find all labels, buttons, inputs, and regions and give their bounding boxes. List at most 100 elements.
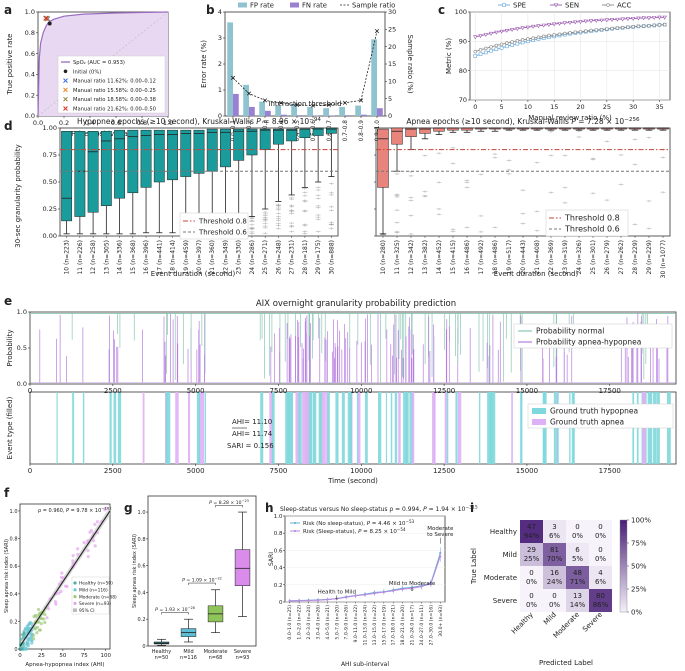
y-axis-label: Metric (%) xyxy=(445,38,453,74)
tick-label: 15 (n=368) xyxy=(130,240,137,275)
chart-title: Hypopnea epochs (≥10 second), Kruskal-Wa… xyxy=(77,117,321,126)
bracket-line xyxy=(215,505,243,508)
cell-count: 6 xyxy=(575,546,580,554)
colorbar-step xyxy=(620,568,627,571)
tick-label: 35 xyxy=(655,103,663,111)
tick-label: 0.7–0.8 xyxy=(343,120,349,142)
iqr-box xyxy=(61,130,73,222)
cell-count: 29 xyxy=(527,546,536,554)
ahi-hat-label: AHI xyxy=(232,430,244,438)
marker xyxy=(583,19,589,24)
count-label: n=50 xyxy=(155,655,169,661)
roc-point-manual-4 xyxy=(43,15,49,21)
iqr-box xyxy=(193,129,205,174)
tick-label: 19 (n=459) xyxy=(183,240,190,275)
cell-count: 3 xyxy=(552,523,556,531)
legend-label: SpO₂ (AUC = 0.953) xyxy=(73,60,125,66)
cell-2-0: 00% xyxy=(520,566,543,589)
colorbar-step xyxy=(620,586,627,590)
scatter-point xyxy=(29,635,33,640)
tick-label: 23 (n=319) xyxy=(562,240,569,275)
iqr-box xyxy=(273,128,284,145)
box-15: 25 (n=301) xyxy=(587,127,599,275)
scatter-point xyxy=(91,539,96,543)
iqr-box xyxy=(259,128,271,150)
tick-label-top: 10000 xyxy=(350,387,372,395)
iqr-box xyxy=(312,127,324,136)
legend: Healthy (n=50)Mild (n=116)Moderate (n=68… xyxy=(71,576,117,615)
confusion-matrix: 4794%36%00%00%2925%8170%65%00%00%1624%48… xyxy=(520,520,612,612)
marker xyxy=(439,555,442,558)
tick-label: 100 xyxy=(100,653,111,659)
tick-label: 90 xyxy=(459,38,467,46)
scatter-point xyxy=(61,576,65,580)
tick-label: 25 (n=301) xyxy=(590,240,597,275)
tick-label: 12 (n=342) xyxy=(408,240,415,275)
tick-label: 18 (n=486) xyxy=(492,240,499,275)
bracket-1: P = 1.09 × 10−22 xyxy=(182,577,222,586)
hypopnea-event xyxy=(298,392,302,464)
legend-label: Initial (0%) xyxy=(73,69,101,75)
marker xyxy=(473,49,477,54)
fn-bar xyxy=(345,115,351,116)
iqr-box xyxy=(87,130,99,213)
tick-label: 1.0 xyxy=(25,8,35,16)
box-20: 30 (n=888) xyxy=(325,127,337,275)
tick-label: 70 xyxy=(459,96,467,104)
y-axis-label: Sleep apnea risk index (SARI) xyxy=(132,534,138,608)
tick-label-bottom: 0 xyxy=(28,467,32,475)
annotation-label: to Severe xyxy=(427,532,454,538)
box-19: 29 (n=229) xyxy=(643,127,655,275)
tick-label: 22 (n=369) xyxy=(548,240,555,275)
tick-label: 13 (n=305) xyxy=(103,240,110,275)
scatter-point xyxy=(89,529,94,533)
box-20: 30 (n=1077) xyxy=(657,127,669,278)
tick-label: 5.0–7.0 (n=20) xyxy=(334,605,340,640)
marker xyxy=(504,28,510,33)
legend-marker xyxy=(553,3,559,8)
apnea-event xyxy=(305,392,309,464)
cell-count: 0 xyxy=(529,592,533,600)
fp-bar xyxy=(355,105,361,116)
colorbar-step xyxy=(620,602,627,606)
tick-label-top: 2500 xyxy=(104,387,122,395)
bracket-label: P = 1.09 × 10−22 xyxy=(182,577,222,584)
colorbar-step xyxy=(620,538,627,541)
legend-frame xyxy=(179,212,249,240)
legend-swatch xyxy=(63,87,68,93)
tick-label: 0.2 xyxy=(274,583,283,589)
tick-label: 0.0–1.0 (n=25) xyxy=(287,605,293,640)
x-axis-label-right: Event duration (second) xyxy=(494,270,579,278)
hypopnea-event xyxy=(455,392,458,464)
tick-label: 12 (n=258) xyxy=(90,240,97,275)
marker xyxy=(489,45,493,49)
count-label: n=116 xyxy=(180,655,197,661)
bracket-label: P = 1.93 × 10−28 xyxy=(155,606,195,613)
legend-label: Ground truth apnea xyxy=(550,418,624,427)
iqr-box xyxy=(153,129,165,183)
iqr-box xyxy=(286,128,298,142)
tick-label: 0 xyxy=(142,644,145,650)
tick-label: 19 (n=517) xyxy=(506,240,513,275)
tick-label: 21 (n=360) xyxy=(209,240,216,275)
legend: Risk (No sleep-status), P = 4.46 × 10−53… xyxy=(290,519,415,535)
fn-bar xyxy=(233,93,239,116)
tick-label: 0.2 xyxy=(59,119,69,127)
scatter-point xyxy=(25,641,30,645)
box-9: 19 (n=517) xyxy=(503,127,515,275)
legend-label: Sample ratio xyxy=(352,2,395,10)
tick-label: 0.0 xyxy=(33,119,43,127)
colorbar-step xyxy=(620,533,627,537)
tick-label: 0.8 xyxy=(274,531,283,537)
box-4: 14 (n=452) xyxy=(433,127,445,275)
probability-y-label: Probability xyxy=(6,329,14,366)
legend-frame xyxy=(71,576,110,615)
apnea-event xyxy=(511,392,513,464)
marker xyxy=(562,21,567,26)
legend: FP rate FN rate Sample ratio xyxy=(238,2,395,10)
marker xyxy=(578,29,583,34)
cell-percent: 0% xyxy=(549,601,560,609)
fn-bar xyxy=(361,114,367,116)
